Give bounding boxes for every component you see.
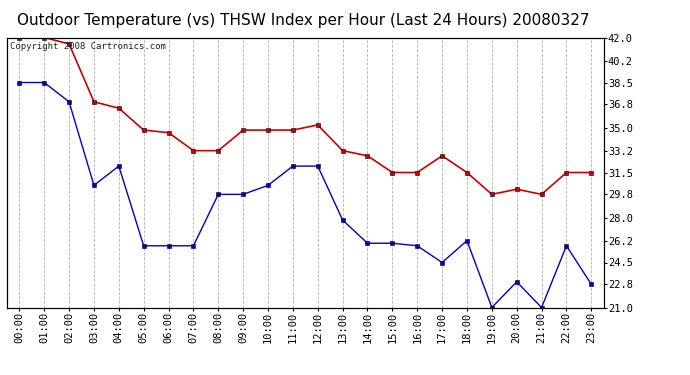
- Text: Outdoor Temperature (vs) THSW Index per Hour (Last 24 Hours) 20080327: Outdoor Temperature (vs) THSW Index per …: [17, 13, 590, 28]
- Text: Copyright 2008 Cartronics.com: Copyright 2008 Cartronics.com: [10, 42, 166, 51]
